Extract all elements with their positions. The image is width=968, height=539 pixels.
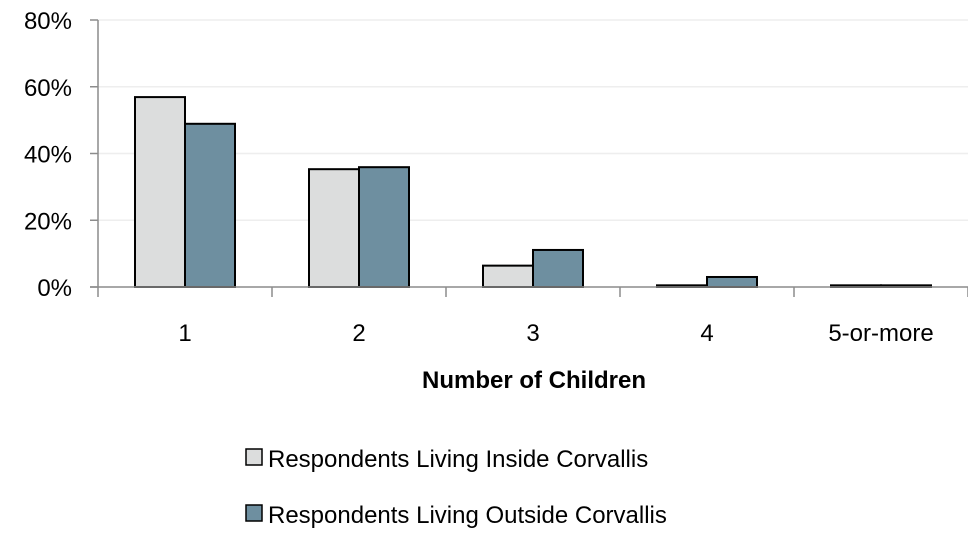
legend: Respondents Living Inside Corvallis Respo… bbox=[245, 446, 667, 529]
y-tick-label: 0% bbox=[37, 275, 72, 302]
legend-swatch bbox=[245, 448, 263, 466]
bar-inside-1 bbox=[134, 96, 186, 288]
bars bbox=[134, 96, 932, 289]
legend-label: Respondents Living Outside Corvallis bbox=[268, 502, 667, 529]
y-tick-label: 80% bbox=[24, 8, 72, 35]
x-tick-label: 1 bbox=[178, 320, 191, 347]
legend-swatch bbox=[245, 504, 263, 522]
x-tick-label: 3 bbox=[526, 320, 539, 347]
bar-inside-3 bbox=[482, 264, 534, 289]
bar-outside-4 bbox=[706, 275, 758, 288]
bar-outside-2 bbox=[358, 166, 410, 288]
y-tick-label: 60% bbox=[24, 75, 72, 102]
legend-label: Respondents Living Inside Corvallis bbox=[268, 446, 648, 473]
y-tick-label: 20% bbox=[24, 208, 72, 235]
x-tick-label: 4 bbox=[700, 320, 713, 347]
bar-inside-2 bbox=[308, 168, 360, 288]
y-axis-ticks: 0% 20% 40% 60% 80% bbox=[24, 8, 98, 302]
y-tick-label: 40% bbox=[24, 142, 72, 169]
x-tick-label: 2 bbox=[352, 320, 365, 347]
bar-outside-1 bbox=[184, 122, 236, 288]
x-axis-title: Number of Children bbox=[422, 367, 646, 394]
gridlines bbox=[98, 19, 968, 221]
bar-outside-3 bbox=[532, 248, 584, 288]
x-tick-label: 5-or-more bbox=[828, 320, 933, 347]
x-axis-ticks: 1 2 3 4 5-or-more bbox=[97, 287, 968, 347]
